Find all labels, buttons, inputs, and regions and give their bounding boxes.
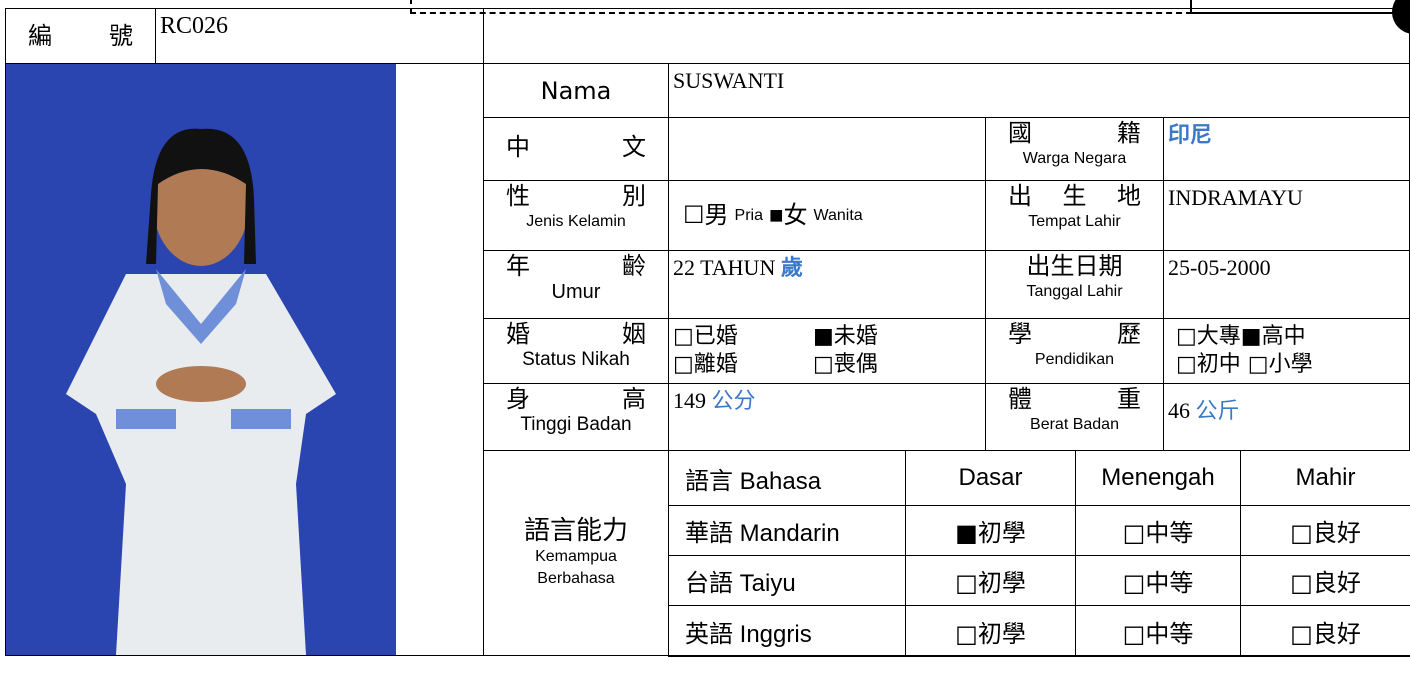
label-zh: 體 重 [1008, 385, 1141, 413]
language-level: □良好 [1240, 505, 1410, 556]
height-unit: 公分 [711, 389, 756, 414]
language-level: □中等 [1075, 555, 1241, 606]
label-id: Warga Negara [1022, 150, 1127, 167]
age-value: 22 TAHUN [673, 255, 776, 280]
chinese-label: 中 文 [506, 133, 646, 161]
language-level: □中等 [1075, 505, 1241, 556]
label-id: Pendidikan [1034, 351, 1115, 368]
chinese-value [668, 117, 986, 181]
label-zh: 婚 姻 [506, 320, 646, 348]
marital-value: □已婚 ■未婚 □離婚 □喪偶 [668, 318, 986, 384]
photo [6, 64, 396, 655]
language-name: 華語 Mandarin [668, 505, 906, 556]
option: Pria [734, 206, 763, 224]
language-level: □初學 [905, 605, 1076, 657]
option: □初中 □小學 [1176, 352, 1313, 377]
top-box [1190, 0, 1410, 14]
option: Wanita [813, 206, 863, 224]
birthplace-value: INDRAMAYU [1163, 180, 1410, 251]
nationality-value: 印尼 [1168, 123, 1213, 148]
label-id: Umur [551, 281, 601, 303]
label-zh: 出 生 地 [1008, 182, 1141, 210]
age-label-cell: 年 齡 Umur [483, 250, 669, 319]
language-name: 台語 Taiyu [668, 555, 906, 606]
chinese-label-cell: 中 文 [483, 117, 669, 181]
label-id: Tanggal Lahir [1026, 283, 1123, 300]
option: □離婚 [673, 352, 738, 377]
photo-cell [5, 63, 484, 656]
language-label-cell: 語言能力 Kemampua Berbahasa [483, 450, 669, 656]
option: ■女 [768, 202, 808, 229]
birthdate-value: 25-05-2000 [1163, 250, 1410, 319]
language-header: Mahir [1240, 450, 1410, 506]
language-level: □中等 [1075, 605, 1241, 657]
option: ☐男 [683, 202, 729, 229]
option: □喪偶 [813, 352, 878, 377]
option: □大專■高中 [1176, 324, 1306, 349]
label-zh: 學 歷 [1008, 320, 1141, 348]
name-value: SUSWANTI [668, 63, 1410, 118]
label-zh: 國 籍 [1008, 119, 1141, 147]
option: ■未婚 [813, 324, 878, 349]
name-label: Nama [483, 63, 669, 118]
weight-value: 46 [1168, 398, 1190, 423]
language-header: Menengah [1075, 450, 1241, 506]
weight-unit: 公斤 [1195, 399, 1240, 424]
education-value: □大專■高中 □初中 □小學 [1163, 318, 1410, 384]
id-value: RC026 [155, 8, 484, 64]
label-id: Status Nikah [522, 349, 630, 370]
gender-value: ☐男 Pria ■女 Wanita [668, 180, 986, 251]
label-zh: 語言能力 [523, 516, 628, 546]
language-header: 語言 Bahasa [668, 450, 906, 506]
height-value-cell: 149 公分 [668, 383, 986, 451]
bottom-rule [5, 655, 1410, 656]
gender-label-cell: 性 別 Jenis Kelamin [483, 180, 669, 251]
language-level: □初學 [905, 555, 1076, 606]
age-unit: 歲 [780, 256, 803, 281]
label-id: Berat Badan [1030, 416, 1119, 433]
birthplace-label-cell: 出 生 地 Tempat Lahir [985, 180, 1164, 251]
option: □已婚 [673, 324, 738, 349]
height-label-cell: 身 高 Tinggi Badan [483, 383, 669, 451]
weight-label-cell: 體 重 Berat Badan [985, 383, 1164, 451]
birthdate-label-cell: 出生日期 Tanggal Lahir [985, 250, 1164, 319]
label-zh: 年 齡 [506, 252, 646, 280]
label-zh: 身 高 [506, 385, 646, 413]
language-level: □良好 [1240, 555, 1410, 606]
education-label-cell: 學 歷 Pendidikan [985, 318, 1164, 384]
label-zh: 出生日期 [1026, 252, 1123, 280]
label-zh: 性 別 [506, 182, 646, 210]
label-id: Kemampua Berbahasa [535, 548, 617, 587]
label-id: Tempat Lahir [1028, 213, 1121, 230]
marital-label-cell: 婚 姻 Status Nikah [483, 318, 669, 384]
id-label: 編 號 [28, 22, 133, 50]
language-name: 英語 Inggris [668, 605, 906, 657]
id-label-cell: 編 號 [5, 8, 156, 64]
label-id: Jenis Kelamin [526, 213, 626, 230]
language-header: Dasar [905, 450, 1076, 506]
language-level: ■初學 [905, 505, 1076, 556]
blank-cell [483, 8, 1410, 64]
height-value: 149 [673, 388, 706, 413]
weight-value-cell: 46 公斤 [1163, 383, 1410, 451]
nationality-label-cell: 國 籍 Warga Negara [985, 117, 1164, 181]
age-value-cell: 22 TAHUN 歲 [668, 250, 986, 319]
label-id: Tinggi Badan [520, 414, 632, 435]
language-level: □良好 [1240, 605, 1410, 657]
